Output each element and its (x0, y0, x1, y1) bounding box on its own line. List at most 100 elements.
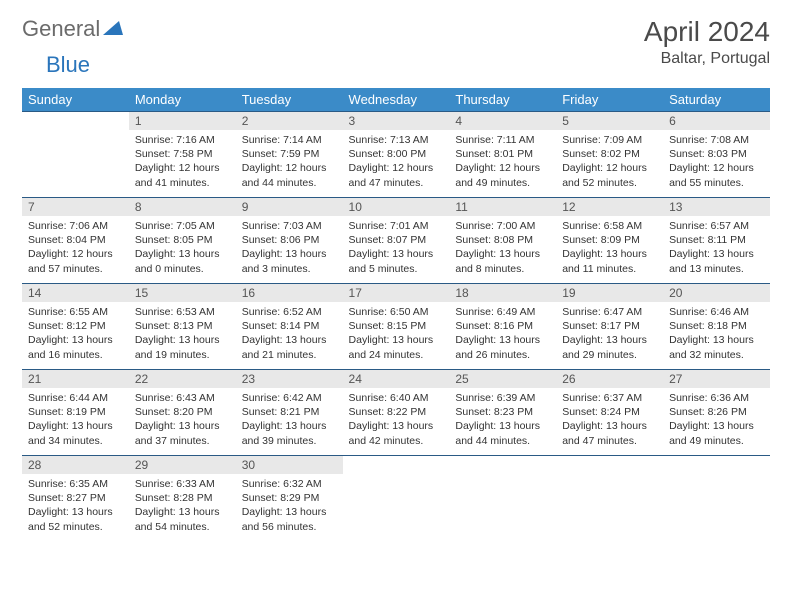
day-number: 13 (663, 198, 770, 216)
day-details: Sunrise: 7:11 AMSunset: 8:01 PMDaylight:… (449, 130, 556, 196)
calendar-day-cell: 30Sunrise: 6:32 AMSunset: 8:29 PMDayligh… (236, 456, 343, 542)
calendar-empty-cell (22, 112, 129, 198)
calendar-day-cell: 28Sunrise: 6:35 AMSunset: 8:27 PMDayligh… (22, 456, 129, 542)
day-number: 14 (22, 284, 129, 302)
day-number: 4 (449, 112, 556, 130)
day-number: 26 (556, 370, 663, 388)
day-details: Sunrise: 7:14 AMSunset: 7:59 PMDaylight:… (236, 130, 343, 196)
calendar-day-cell: 19Sunrise: 6:47 AMSunset: 8:17 PMDayligh… (556, 284, 663, 370)
calendar-empty-cell (556, 456, 663, 542)
day-details: Sunrise: 6:44 AMSunset: 8:19 PMDaylight:… (22, 388, 129, 454)
calendar-day-cell: 16Sunrise: 6:52 AMSunset: 8:14 PMDayligh… (236, 284, 343, 370)
day-number: 18 (449, 284, 556, 302)
calendar-week-row: 28Sunrise: 6:35 AMSunset: 8:27 PMDayligh… (22, 456, 770, 542)
calendar-week-row: 21Sunrise: 6:44 AMSunset: 8:19 PMDayligh… (22, 370, 770, 456)
day-number: 10 (343, 198, 450, 216)
logo-text-blue: Blue (46, 52, 90, 77)
calendar-day-cell: 12Sunrise: 6:58 AMSunset: 8:09 PMDayligh… (556, 198, 663, 284)
calendar-day-cell: 17Sunrise: 6:50 AMSunset: 8:15 PMDayligh… (343, 284, 450, 370)
month-title: April 2024 (644, 16, 770, 48)
day-number: 9 (236, 198, 343, 216)
calendar-day-cell: 2Sunrise: 7:14 AMSunset: 7:59 PMDaylight… (236, 112, 343, 198)
day-details: Sunrise: 6:39 AMSunset: 8:23 PMDaylight:… (449, 388, 556, 454)
day-details: Sunrise: 7:00 AMSunset: 8:08 PMDaylight:… (449, 216, 556, 282)
calendar-day-cell: 15Sunrise: 6:53 AMSunset: 8:13 PMDayligh… (129, 284, 236, 370)
day-number: 27 (663, 370, 770, 388)
logo-text-general: General (22, 16, 100, 42)
day-details: Sunrise: 7:01 AMSunset: 8:07 PMDaylight:… (343, 216, 450, 282)
day-details: Sunrise: 7:06 AMSunset: 8:04 PMDaylight:… (22, 216, 129, 282)
calendar-day-cell: 4Sunrise: 7:11 AMSunset: 8:01 PMDaylight… (449, 112, 556, 198)
day-number: 2 (236, 112, 343, 130)
calendar-empty-cell (449, 456, 556, 542)
logo: General (22, 16, 126, 42)
calendar-week-row: 1Sunrise: 7:16 AMSunset: 7:58 PMDaylight… (22, 112, 770, 198)
day-details: Sunrise: 6:57 AMSunset: 8:11 PMDaylight:… (663, 216, 770, 282)
calendar-day-cell: 8Sunrise: 7:05 AMSunset: 8:05 PMDaylight… (129, 198, 236, 284)
calendar-day-cell: 25Sunrise: 6:39 AMSunset: 8:23 PMDayligh… (449, 370, 556, 456)
day-number: 20 (663, 284, 770, 302)
day-details: Sunrise: 6:40 AMSunset: 8:22 PMDaylight:… (343, 388, 450, 454)
day-number: 29 (129, 456, 236, 474)
weekday-header: Monday (129, 88, 236, 112)
day-number: 30 (236, 456, 343, 474)
day-details: Sunrise: 7:13 AMSunset: 8:00 PMDaylight:… (343, 130, 450, 196)
calendar-day-cell: 24Sunrise: 6:40 AMSunset: 8:22 PMDayligh… (343, 370, 450, 456)
calendar-day-cell: 29Sunrise: 6:33 AMSunset: 8:28 PMDayligh… (129, 456, 236, 542)
day-details: Sunrise: 6:47 AMSunset: 8:17 PMDaylight:… (556, 302, 663, 368)
day-details: Sunrise: 6:43 AMSunset: 8:20 PMDaylight:… (129, 388, 236, 454)
calendar-table: SundayMondayTuesdayWednesdayThursdayFrid… (22, 88, 770, 542)
day-details: Sunrise: 6:58 AMSunset: 8:09 PMDaylight:… (556, 216, 663, 282)
calendar-day-cell: 9Sunrise: 7:03 AMSunset: 8:06 PMDaylight… (236, 198, 343, 284)
day-details: Sunrise: 7:16 AMSunset: 7:58 PMDaylight:… (129, 130, 236, 196)
calendar-day-cell: 22Sunrise: 6:43 AMSunset: 8:20 PMDayligh… (129, 370, 236, 456)
day-number: 12 (556, 198, 663, 216)
day-details: Sunrise: 6:50 AMSunset: 8:15 PMDaylight:… (343, 302, 450, 368)
day-number: 22 (129, 370, 236, 388)
calendar-day-cell: 6Sunrise: 7:08 AMSunset: 8:03 PMDaylight… (663, 112, 770, 198)
weekday-header: Sunday (22, 88, 129, 112)
calendar-day-cell: 3Sunrise: 7:13 AMSunset: 8:00 PMDaylight… (343, 112, 450, 198)
weekday-header: Friday (556, 88, 663, 112)
calendar-day-cell: 1Sunrise: 7:16 AMSunset: 7:58 PMDaylight… (129, 112, 236, 198)
day-number: 8 (129, 198, 236, 216)
calendar-week-row: 14Sunrise: 6:55 AMSunset: 8:12 PMDayligh… (22, 284, 770, 370)
weekday-header: Thursday (449, 88, 556, 112)
day-details: Sunrise: 7:08 AMSunset: 8:03 PMDaylight:… (663, 130, 770, 196)
logo-triangle-icon (103, 19, 123, 40)
location: Baltar, Portugal (644, 50, 770, 68)
day-number: 1 (129, 112, 236, 130)
calendar-header-row: SundayMondayTuesdayWednesdayThursdayFrid… (22, 88, 770, 112)
calendar-day-cell: 10Sunrise: 7:01 AMSunset: 8:07 PMDayligh… (343, 198, 450, 284)
day-number: 5 (556, 112, 663, 130)
day-number: 3 (343, 112, 450, 130)
title-block: April 2024 Baltar, Portugal (644, 16, 770, 68)
day-details: Sunrise: 6:55 AMSunset: 8:12 PMDaylight:… (22, 302, 129, 368)
day-details: Sunrise: 6:37 AMSunset: 8:24 PMDaylight:… (556, 388, 663, 454)
day-details: Sunrise: 6:33 AMSunset: 8:28 PMDaylight:… (129, 474, 236, 540)
calendar-day-cell: 20Sunrise: 6:46 AMSunset: 8:18 PMDayligh… (663, 284, 770, 370)
day-number: 23 (236, 370, 343, 388)
day-number: 17 (343, 284, 450, 302)
day-details: Sunrise: 6:42 AMSunset: 8:21 PMDaylight:… (236, 388, 343, 454)
calendar-day-cell: 13Sunrise: 6:57 AMSunset: 8:11 PMDayligh… (663, 198, 770, 284)
calendar-day-cell: 26Sunrise: 6:37 AMSunset: 8:24 PMDayligh… (556, 370, 663, 456)
calendar-day-cell: 5Sunrise: 7:09 AMSunset: 8:02 PMDaylight… (556, 112, 663, 198)
weekday-header: Saturday (663, 88, 770, 112)
weekday-header: Wednesday (343, 88, 450, 112)
day-details: Sunrise: 6:35 AMSunset: 8:27 PMDaylight:… (22, 474, 129, 540)
calendar-week-row: 7Sunrise: 7:06 AMSunset: 8:04 PMDaylight… (22, 198, 770, 284)
day-number: 28 (22, 456, 129, 474)
calendar-day-cell: 21Sunrise: 6:44 AMSunset: 8:19 PMDayligh… (22, 370, 129, 456)
day-number: 11 (449, 198, 556, 216)
day-number: 21 (22, 370, 129, 388)
day-details: Sunrise: 7:05 AMSunset: 8:05 PMDaylight:… (129, 216, 236, 282)
day-details: Sunrise: 6:46 AMSunset: 8:18 PMDaylight:… (663, 302, 770, 368)
day-number: 24 (343, 370, 450, 388)
day-details: Sunrise: 6:52 AMSunset: 8:14 PMDaylight:… (236, 302, 343, 368)
weekday-header: Tuesday (236, 88, 343, 112)
calendar-day-cell: 7Sunrise: 7:06 AMSunset: 8:04 PMDaylight… (22, 198, 129, 284)
day-number: 15 (129, 284, 236, 302)
day-details: Sunrise: 6:32 AMSunset: 8:29 PMDaylight:… (236, 474, 343, 540)
calendar-day-cell: 14Sunrise: 6:55 AMSunset: 8:12 PMDayligh… (22, 284, 129, 370)
